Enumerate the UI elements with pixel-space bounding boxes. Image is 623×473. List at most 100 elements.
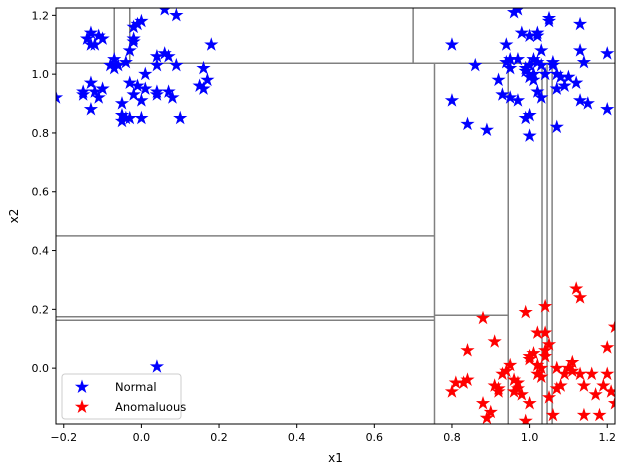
- normal-point: [495, 87, 510, 101]
- normal-point: [510, 93, 526, 107]
- normal-point: [157, 46, 172, 60]
- normal-point: [534, 43, 549, 57]
- normal-point: [173, 110, 188, 125]
- anomaluous-point: [514, 387, 529, 401]
- anomaluous-point: [572, 366, 588, 381]
- normal-point: [479, 122, 495, 137]
- normal-point: [169, 8, 184, 22]
- legend-star-icon: [74, 379, 90, 394]
- normal-point: [468, 57, 483, 72]
- anomaluous-point: [510, 381, 526, 395]
- normal-point: [161, 84, 176, 98]
- normal-point: [518, 60, 533, 75]
- normal-point: [549, 119, 564, 134]
- legend-star-icon: [74, 399, 90, 414]
- x-tick-label: 0.4: [288, 431, 306, 444]
- normal-point: [572, 43, 588, 57]
- normal-point: [522, 128, 537, 142]
- normal-point: [561, 69, 576, 84]
- y-axis-ticks: 0.0 0.2 0.4 0.6 0.8 1.0 1.2: [32, 9, 56, 375]
- anomaluous-point: [541, 337, 557, 351]
- anomaluous-point: [569, 281, 584, 295]
- normal-point: [204, 37, 219, 51]
- plot-frame: [55, 7, 616, 425]
- normal-point: [138, 66, 153, 81]
- anomaluous-point: [538, 298, 553, 313]
- normal-point: [134, 110, 149, 125]
- anomaluous-point: [518, 304, 533, 319]
- legend-label-anomaluous: Anomaluous: [115, 400, 186, 414]
- normal-point: [118, 54, 133, 69]
- normal-point: [557, 78, 572, 92]
- x-tick-label: 0.0: [133, 431, 151, 444]
- normal-point: [499, 37, 514, 51]
- legend-marker-normal: [74, 379, 90, 394]
- normal-point: [126, 34, 141, 48]
- anomaluous-point: [491, 384, 506, 398]
- normal-point: [572, 93, 588, 107]
- anomaluous-point: [576, 378, 592, 392]
- anomaluous-point: [549, 360, 564, 375]
- normal-point: [196, 60, 211, 75]
- anomaluous-point: [483, 404, 498, 419]
- normal-point: [134, 13, 149, 28]
- normal-point: [491, 72, 506, 87]
- normal-point: [149, 87, 165, 101]
- normal-point: [114, 96, 130, 110]
- normal-point: [444, 37, 460, 51]
- anomaluous-point: [522, 395, 537, 410]
- normal-point: [541, 10, 557, 25]
- legend-box: [61, 373, 182, 420]
- normal-point: [200, 72, 215, 87]
- normal-point: [580, 96, 595, 110]
- anomaluous-point: [607, 395, 615, 410]
- partition-lines: [56, 8, 615, 424]
- y-axis-label: x2: [7, 209, 21, 224]
- legend: Normal Anomaluous: [61, 373, 186, 420]
- normal-point: [569, 75, 584, 90]
- y-tick-label: 0.0: [32, 362, 50, 375]
- anomaluous-point: [538, 348, 553, 363]
- normal-point: [149, 57, 165, 72]
- anomaluous-point: [541, 390, 557, 404]
- y-tick-label: 1.2: [32, 9, 50, 22]
- normal-point: [76, 87, 91, 101]
- normal-point: [545, 57, 560, 72]
- normal-point: [122, 110, 137, 125]
- anomaluous-point: [607, 319, 615, 334]
- normal-point: [87, 84, 102, 98]
- normal-point: [169, 57, 184, 72]
- normal-point: [95, 31, 110, 45]
- anomaluous-point: [460, 343, 475, 357]
- x-tick-label: 0.2: [210, 431, 228, 444]
- normal-point: [510, 51, 526, 66]
- anomaluous-point: [526, 345, 541, 360]
- anomaluous-point: [588, 387, 603, 401]
- normal-point: [192, 78, 207, 92]
- normal-point: [83, 25, 99, 40]
- y-tick-label: 0.8: [32, 127, 50, 140]
- normal-point: [538, 66, 553, 81]
- anomaluous-point: [596, 378, 611, 392]
- normal-point: [600, 46, 615, 60]
- y-tick-label: 0.6: [32, 186, 50, 199]
- normal-point: [460, 116, 475, 131]
- x-axis-ticks: −0.2 0.0 0.2 0.4 0.6 0.8 1.0 1.2: [50, 424, 616, 444]
- x-tick-label: −0.2: [50, 431, 77, 444]
- anomaluous-point: [475, 310, 491, 325]
- normal-point: [576, 54, 592, 69]
- anomaluous-point: [565, 363, 580, 378]
- normal-point: [138, 81, 153, 95]
- legend-label-normal: Normal: [115, 380, 157, 394]
- normal-point: [111, 57, 126, 72]
- x-axis-label: x1: [328, 451, 343, 465]
- anomaluous-point: [503, 357, 518, 372]
- x-tick-label: 1.0: [521, 431, 539, 444]
- anomaluous-point: [487, 334, 502, 348]
- anomaluous-point: [534, 369, 549, 384]
- anomaluous-point: [576, 407, 592, 422]
- normal-point: [444, 93, 460, 107]
- normal-point: [134, 93, 149, 107]
- anomaluous-point: [460, 372, 475, 386]
